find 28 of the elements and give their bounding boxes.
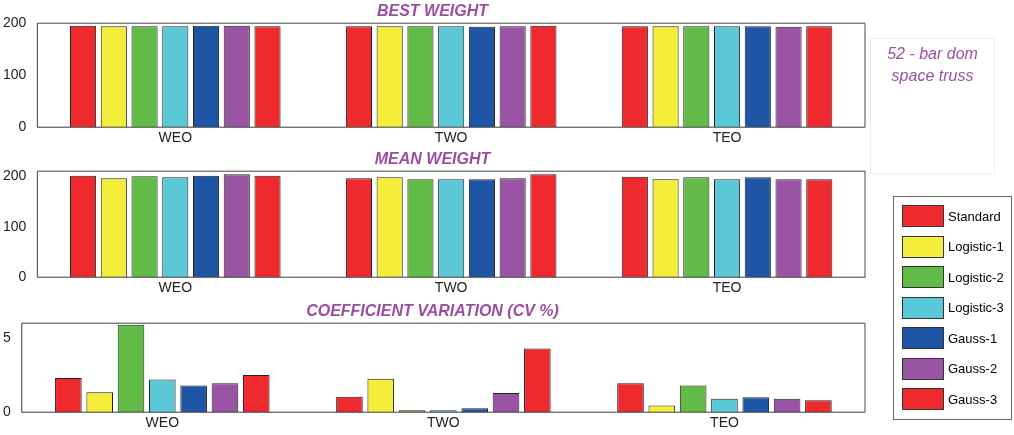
y-tick-label: 0 [18,118,27,135]
x-tick-label: TWO [434,129,468,146]
y-tick-label: 0 [2,403,11,420]
y-tick-label: 200 [3,14,27,31]
legend-label: Gauss-1 [948,330,998,346]
x-tick-label: TEO [712,129,742,146]
chart-title: BEST WEIGHT [376,2,490,20]
legend-label: Logistic-1 [948,239,1004,255]
x-tick-label: WEO [158,279,193,296]
legend-label: Gauss-2 [948,361,998,377]
legend-label: Gauss-3 [948,391,998,407]
y-tick-label: 100 [3,217,27,234]
x-tick-label: WEO [158,129,193,146]
y-tick-label: 0 [18,268,27,285]
x-tick-label: TEO [712,279,742,296]
legend-label: Standard [948,208,1001,224]
y-tick-label: 5 [2,328,11,345]
x-tick-label: WEO [145,414,180,431]
text: 52 - bar dom space truss [870,38,995,174]
chart-title: COEFFICIENT VARIATION (CV %) [306,302,559,320]
chart-title: MEAN WEIGHT [374,150,492,168]
x-tick-label: TWO [427,414,460,431]
legend-label: Logistic-2 [948,269,1004,285]
x-tick-label: TEO [710,414,739,431]
y-tick-label: 200 [3,167,27,184]
x-tick-label: TWO [434,279,468,296]
y-tick-label: 100 [3,66,27,83]
legend-label: Logistic-3 [948,300,1004,316]
